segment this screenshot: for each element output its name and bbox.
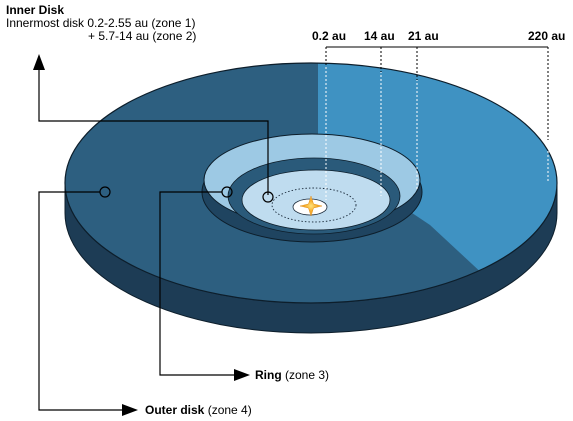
ring-label-zone: (zone 3) (282, 368, 329, 382)
distance-label-220au: 220 au (528, 29, 565, 43)
outer-disk-edge (64, 62, 558, 304)
ring-leader (159, 191, 236, 376)
inner-disk-title: Inner Disk (6, 3, 64, 17)
inner-disk-arrow-icon (33, 54, 45, 70)
outer-disk-label-name: Outer disk (145, 403, 205, 417)
ring-label: Ring (zone 3) (255, 368, 329, 382)
outer-disk-label-zone: (zone 4) (204, 403, 251, 417)
outer-disk-light-sector (318, 63, 557, 290)
outer-disk-label: Outer disk (zone 4) (145, 403, 252, 417)
inner-disk-leader (38, 68, 269, 195)
inner-disk-dotted-orbit (271, 187, 357, 223)
outer-disk-arrow-icon (122, 404, 138, 416)
distance-label-0-2au: 0.2 au (312, 29, 346, 43)
outer-disk-leader (38, 191, 124, 411)
ring-arrow-icon (234, 369, 250, 381)
inner-disk-desc-1: Innermost disk 0.2-2.55 au (zone 1) (6, 16, 195, 30)
star-icon (299, 195, 323, 217)
inner-disk-marker (262, 191, 274, 203)
distance-label-21au: 21 au (408, 29, 439, 43)
inner-disk-desc-2: + 5.7-14 au (zone 2) (88, 29, 196, 43)
ring-label-name: Ring (255, 368, 282, 382)
distance-label-14au: 14 au (364, 29, 395, 43)
